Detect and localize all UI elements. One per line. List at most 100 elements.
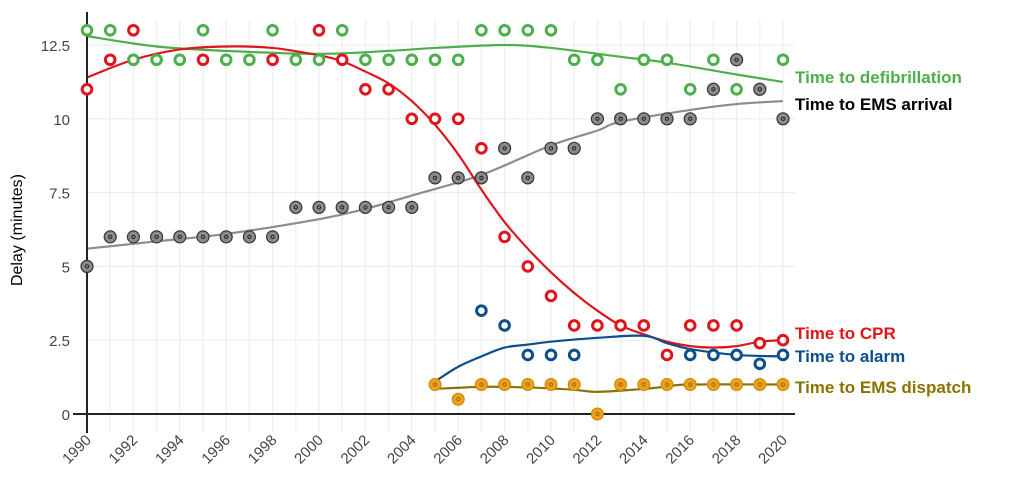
data-point <box>127 23 140 37</box>
x-tick-label: 1998 <box>245 432 281 468</box>
data-point-center <box>572 146 577 151</box>
y-tick-label: 0 <box>62 407 70 424</box>
data-point <box>428 377 442 391</box>
data-point <box>428 112 442 126</box>
data-point <box>521 377 535 391</box>
data-point <box>428 171 442 185</box>
data-point <box>196 230 210 244</box>
data-point <box>729 53 744 67</box>
y-tick-label: 2.5 <box>49 333 70 350</box>
data-point <box>613 112 628 126</box>
data-point <box>753 336 767 350</box>
x-tick-label: 1990 <box>59 432 95 468</box>
data-point <box>359 53 372 67</box>
data-point-center <box>502 146 507 151</box>
data-point <box>150 53 163 67</box>
data-point <box>683 377 697 391</box>
data-point-center <box>618 116 623 121</box>
series-label: Time to EMS dispatch <box>795 378 971 397</box>
data-point <box>590 112 605 126</box>
data-point-center <box>479 175 484 180</box>
data-point <box>567 141 581 155</box>
data-point-center <box>247 234 252 239</box>
data-point <box>567 377 581 391</box>
series-label: Time to defibrillation <box>795 68 962 87</box>
data-point <box>730 319 743 332</box>
data-point <box>196 23 210 37</box>
data-point-center <box>502 382 507 387</box>
data-point <box>196 53 210 67</box>
data-point <box>498 319 511 332</box>
data-point <box>451 392 465 406</box>
data-point <box>358 200 372 214</box>
data-point <box>266 230 280 244</box>
data-point <box>591 319 604 332</box>
data-point <box>730 377 744 391</box>
data-point-center <box>664 382 670 387</box>
y-tick-label: 7.5 <box>49 186 70 203</box>
x-tick-label: 2000 <box>291 432 327 468</box>
data-point <box>243 53 256 67</box>
trend-line-3 <box>434 334 784 383</box>
data-point <box>150 230 164 244</box>
data-point-center <box>479 382 484 387</box>
data-point-center <box>456 175 461 180</box>
data-point-center <box>200 234 206 239</box>
data-point-center <box>340 205 345 210</box>
data-point <box>707 319 720 332</box>
data-point <box>405 200 419 214</box>
data-point <box>614 377 628 391</box>
data-point <box>591 53 604 67</box>
data-point-center <box>664 116 670 121</box>
data-point <box>637 53 651 67</box>
data-point-center <box>525 382 530 387</box>
data-point <box>544 141 558 155</box>
data-point <box>103 53 117 67</box>
data-point <box>312 200 326 214</box>
data-point-center <box>525 175 530 180</box>
data-point <box>707 53 720 67</box>
data-point-center <box>432 382 438 387</box>
data-point <box>289 200 303 214</box>
data-point <box>498 377 512 391</box>
data-point <box>614 319 627 332</box>
data-point <box>359 82 372 96</box>
data-point-center <box>711 382 716 387</box>
data-point <box>776 377 790 391</box>
data-point-center <box>108 234 113 239</box>
data-point <box>707 348 720 362</box>
data-point <box>730 348 743 362</box>
series-label: Time to alarm <box>795 347 905 366</box>
data-point <box>614 82 627 96</box>
data-point <box>382 53 395 67</box>
data-point-center <box>780 116 786 121</box>
data-point-center <box>688 116 693 121</box>
data-point <box>683 82 697 96</box>
data-point <box>567 319 581 332</box>
data-point-center <box>131 234 136 239</box>
data-point <box>312 23 326 37</box>
data-point <box>312 53 326 67</box>
x-tick-label: 2004 <box>384 432 420 468</box>
x-tick-label: 2014 <box>616 432 652 468</box>
data-point <box>451 53 465 67</box>
data-point <box>451 171 465 185</box>
x-tick-label: 2010 <box>523 432 559 468</box>
data-point <box>289 53 303 67</box>
data-point <box>219 230 233 244</box>
data-point <box>103 23 117 37</box>
data-point <box>103 230 117 244</box>
data-point <box>776 112 790 126</box>
data-point <box>776 53 790 67</box>
data-point <box>474 377 488 391</box>
data-point <box>521 23 535 37</box>
data-point <box>660 348 674 362</box>
data-point <box>544 377 558 391</box>
y-tick-label: 12.5 <box>41 38 70 55</box>
y-tick-label: 5 <box>62 259 70 276</box>
x-tick-label: 2008 <box>477 432 513 468</box>
data-point-center <box>734 382 739 387</box>
data-point <box>335 23 349 37</box>
data-point-center <box>641 382 646 387</box>
data-point <box>475 23 488 37</box>
